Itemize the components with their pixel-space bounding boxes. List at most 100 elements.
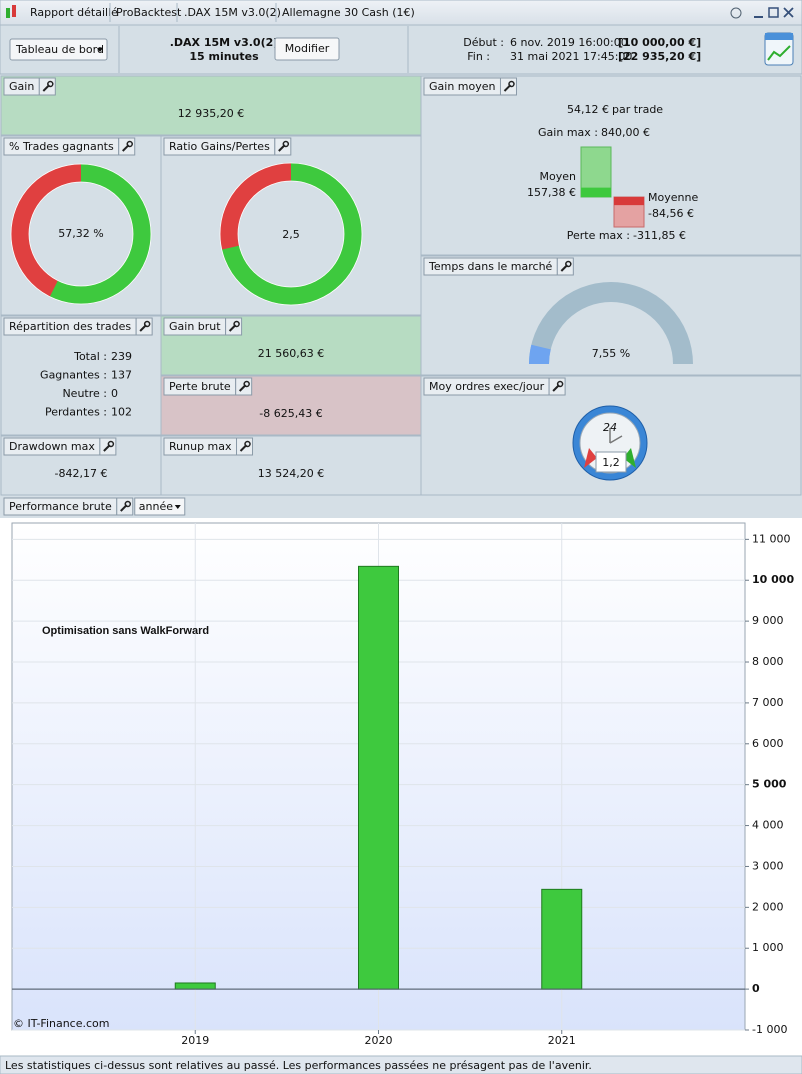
wrench-icon [233, 320, 240, 328]
maximize-button[interactable] [768, 7, 779, 18]
timeframe: 15 minutes [189, 50, 259, 63]
breakdown-value: 102 [111, 406, 132, 419]
wrench-icon [565, 260, 572, 268]
edit-button-label: Modifier [285, 42, 330, 55]
ratio-divider [237, 180, 345, 288]
orders-value: 1,2 [602, 456, 620, 469]
gross-loss-value: -8 625,43 € [259, 407, 322, 420]
time-in-market-panel [420, 255, 802, 376]
runup-value: 13 524,20 € [258, 467, 324, 480]
dropdown-arrow [97, 48, 103, 52]
ratio-divider [219, 162, 363, 306]
average-win-value: 157,38 € [527, 186, 576, 199]
green-arrow [623, 448, 636, 468]
report-icon-header [765, 33, 793, 40]
view-dropdown-label: Tableau de bord [15, 43, 104, 56]
per-trade-value: 54,12 € [567, 103, 609, 116]
winning-trades-value: 57,32 % [58, 227, 103, 240]
start-date: 6 nov. 2019 16:00:00 [510, 36, 628, 49]
tab[interactable]: Rapport détaillé [30, 6, 118, 19]
tab[interactable]: ProBacktest [116, 6, 182, 19]
period-dropdown-label: année [139, 500, 173, 513]
start-label: Début : [463, 36, 504, 49]
max-loss-value: -311,85 € [633, 229, 686, 242]
wrench-icon [508, 80, 515, 88]
wrench-icon [556, 380, 564, 388]
average-win-label: Moyen [540, 170, 576, 183]
y-tick-label: 2 000 [752, 900, 784, 913]
app-icon [6, 8, 10, 18]
disclaimer: Les statistiques ci-dessus sont relative… [5, 1059, 592, 1072]
x-tick-label: 2021 [548, 1034, 576, 1047]
chart-annotation: Optimisation sans WalkForward [42, 625, 209, 637]
end-date: 31 mai 2021 17:45:00 [510, 50, 632, 63]
y-tick-label: 9 000 [752, 614, 784, 627]
end-capital: [22 935,20 €] [618, 50, 701, 63]
panel-title: Performance brute [9, 500, 112, 513]
wrench-icon [244, 440, 251, 448]
breakdown-value: 239 [111, 350, 132, 363]
panel-title: Moy ordres exec/jour [429, 380, 545, 393]
y-tick-label: 11 000 [752, 532, 791, 545]
y-tick-label: -1 000 [752, 1023, 787, 1036]
panel-title: Gain brut [169, 320, 221, 333]
end-label: Fin : [467, 50, 490, 63]
panel-title: % Trades gagnants [9, 140, 114, 153]
breakdown-label: Neutre : [62, 387, 107, 400]
share-icon[interactable] [730, 7, 742, 19]
panel-title: Runup max [169, 440, 232, 453]
chart-header [0, 496, 802, 518]
edit-button[interactable] [274, 37, 340, 61]
y-tick-label: 4 000 [752, 819, 784, 832]
dropdown-arrow [174, 505, 181, 509]
winning-trades-win-arc [11, 164, 151, 304]
tab[interactable]: Allemagne 30 Cash (1€) [282, 6, 415, 19]
period-dropdown[interactable] [134, 497, 186, 516]
y-tick-label: 6 000 [752, 737, 784, 750]
gain-value: 12 935,20 € [178, 107, 244, 120]
per-trade-suffix: par trade [612, 103, 663, 116]
y-tick-label: 0 [752, 982, 760, 995]
clock-label: 24 [603, 421, 617, 434]
toolbar [0, 24, 802, 75]
panel-title: Gain moyen [429, 80, 496, 93]
breakdown-label: Total : [73, 350, 107, 363]
max-loss-label: Perte max : [567, 229, 630, 242]
max-gain-value: 840,00 € [601, 126, 650, 139]
average-loss-value: -84,56 € [648, 207, 694, 220]
breakdown-panel [0, 315, 162, 436]
average-loss-label: Moyenne [648, 191, 698, 204]
wrench-icon [243, 380, 250, 388]
gross-gain-value: 21 560,63 € [258, 347, 324, 360]
drawdown-value: -842,17 € [55, 467, 108, 480]
ratio-win-arc [220, 163, 362, 305]
status-bar [0, 1055, 802, 1074]
minimize-button[interactable] [754, 16, 763, 18]
breakdown-value: 137 [111, 369, 132, 382]
y-tick-label: 10 000 [752, 573, 794, 586]
view-dropdown[interactable] [9, 38, 108, 61]
y-tick-label: 3 000 [752, 859, 784, 872]
breakdown-label: Gagnantes : [40, 369, 107, 382]
wrench-icon [107, 440, 115, 448]
chart-credit: © IT-Finance.com [13, 1017, 110, 1030]
breakdown-label: Perdantes : [45, 406, 107, 419]
clock-hands [609, 428, 623, 444]
x-tick-label: 2019 [181, 1034, 209, 1047]
y-tick-label: 1 000 [752, 941, 784, 954]
system-name: .DAX 15M v3.0(2) [170, 36, 279, 49]
wrench-icon [47, 80, 54, 88]
tab[interactable]: .DAX 15M v3.0(2) [184, 6, 281, 19]
panel-title: Ratio Gains/Pertes [169, 140, 270, 153]
y-tick-label: 7 000 [752, 696, 784, 709]
panel-title: Drawdown max [9, 440, 95, 453]
value-box [595, 451, 627, 473]
x-tick-label: 2020 [365, 1034, 393, 1047]
close-button[interactable] [783, 7, 794, 18]
panel-title: Répartition des trades [9, 320, 131, 333]
wrench-icon [143, 320, 151, 328]
app-icon [12, 5, 16, 17]
panel-title: Perte brute [169, 380, 231, 393]
y-tick-label: 5 000 [752, 778, 787, 791]
